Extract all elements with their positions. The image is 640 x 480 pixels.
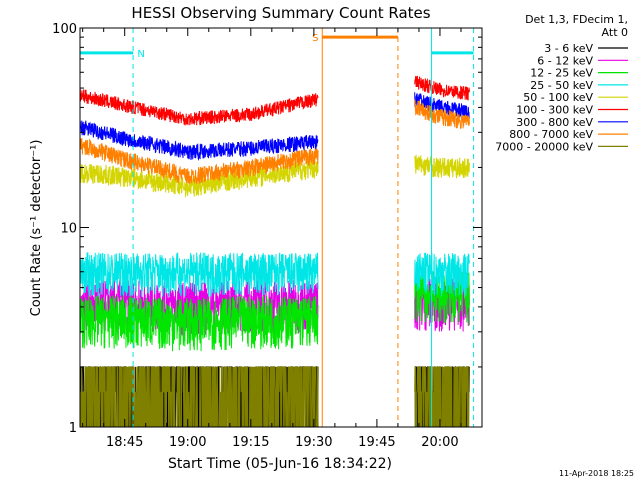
x-tick-label: 18:45	[106, 435, 143, 450]
x-tick-label: 19:45	[358, 435, 395, 450]
y-axis-label: Count Rate (s⁻¹ detector⁻¹)	[29, 140, 44, 317]
series-line-4-1	[414, 154, 470, 179]
legend-entry-label: 7000 - 20000 keV	[495, 140, 593, 153]
legend-entry-label: 6 - 12 keV	[537, 54, 593, 67]
y-tick-label: 10	[60, 222, 77, 237]
y-tick-label: 1	[69, 421, 77, 436]
x-tick-label: 19:30	[295, 435, 332, 450]
series-line-3-0	[79, 252, 319, 297]
y-tick-label: 100	[52, 22, 77, 37]
legend-header-line-1: Det 1,3, FDecim 1,	[525, 13, 628, 26]
x-axis-label: Start Time (05-Jun-16 18:34:22)	[168, 456, 392, 472]
x-tick-label: 19:00	[169, 435, 206, 450]
series-25-50-kev	[79, 252, 470, 297]
legend-entry-label: 25 - 50 keV	[530, 79, 593, 92]
series-line-4-0	[79, 159, 319, 198]
legend-entry-label: 300 - 800 keV	[516, 116, 593, 129]
series-line-1-1	[414, 277, 470, 332]
series-line-2-0	[79, 295, 319, 352]
annotation-label: N	[137, 49, 144, 60]
data-layer	[79, 75, 470, 428]
annotation-1: S	[312, 28, 399, 427]
legend-entry-label: 800 - 7000 keV	[509, 128, 593, 141]
legend-entry-label: 12 - 25 keV	[530, 67, 593, 80]
annotation-label: S	[312, 33, 318, 44]
legend-header-line-2: Att 0	[602, 26, 628, 39]
series-line-5-1	[414, 75, 470, 101]
series-line-7-1	[414, 99, 470, 129]
legend-entry-label: 100 - 300 keV	[516, 104, 593, 117]
footer-date: 11-Apr-2018 18:25	[559, 469, 634, 478]
x-tick-label: 20:00	[421, 435, 458, 450]
series-line-7-0	[79, 136, 319, 184]
legend-entry-label: 3 - 6 keV	[544, 42, 593, 55]
series-800-7000-kev	[79, 99, 470, 184]
series-line-8-1	[414, 366, 470, 428]
x-tick-label: 19:15	[232, 435, 269, 450]
series-line-3-1	[414, 252, 470, 297]
series-line-6-0	[79, 120, 319, 161]
series-50-100-kev	[79, 154, 470, 198]
legend-entry-label: 50 - 100 keV	[523, 91, 593, 104]
axis-layer: 18:45 19:00 19:15 19:30 19:45 20:00 1 10 100	[52, 22, 483, 450]
series-100-300-kev	[79, 75, 470, 126]
chart-title: HESSI Observing Summary Count Rates	[131, 4, 430, 22]
series-line-5-0	[79, 88, 319, 126]
